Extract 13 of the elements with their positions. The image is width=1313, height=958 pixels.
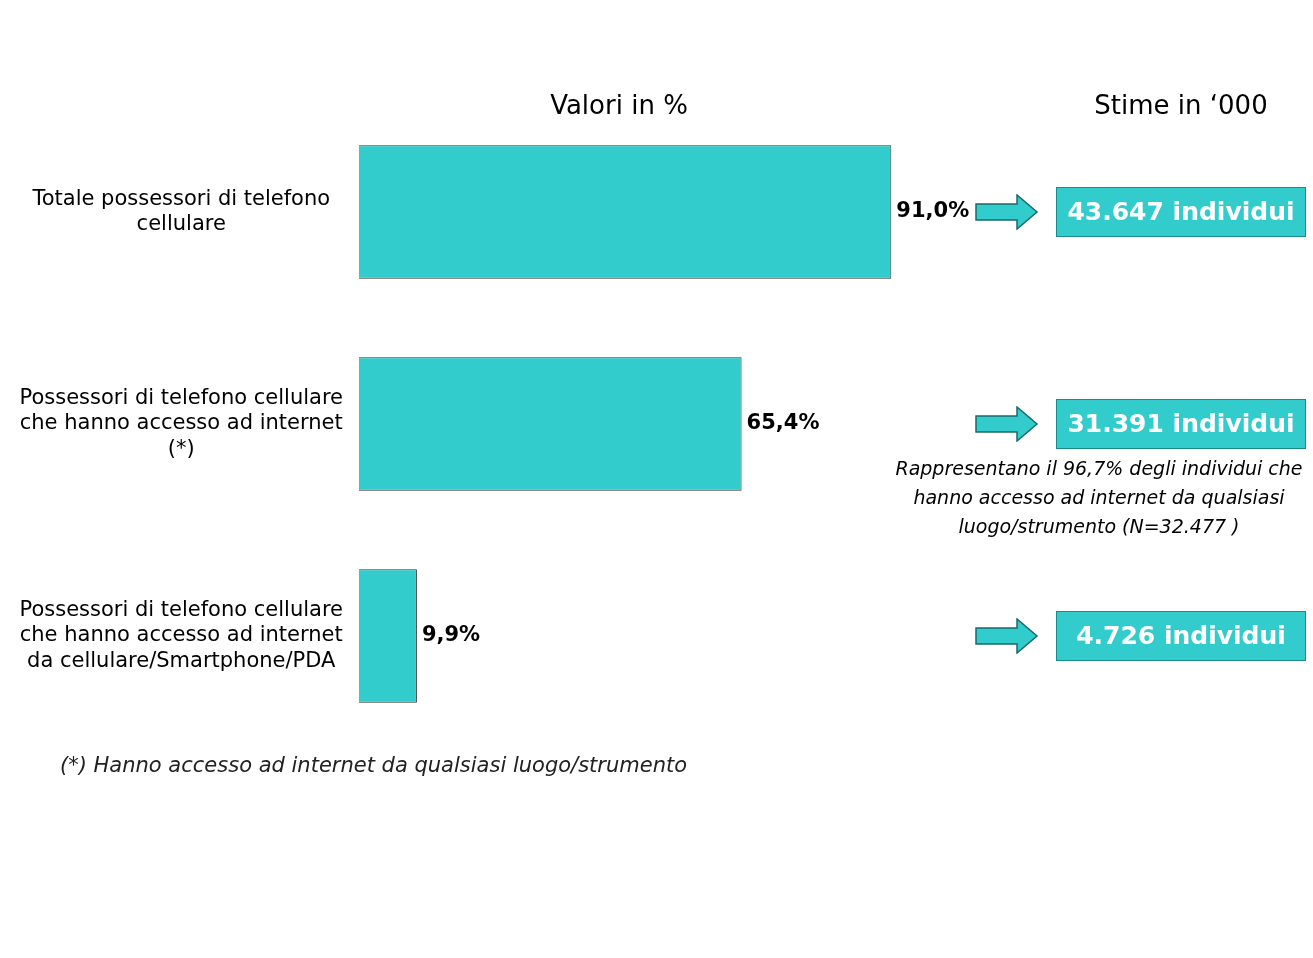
text: 43.647 individui (1056, 187, 1306, 237)
text: (*) Hanno accesso ad internet da qualsiasi luogo/strumento (60, 753, 688, 777)
text: 31.391 individui (1056, 399, 1306, 449)
text: Stime in ‘000 (1093, 90, 1269, 120)
chart-title: Valori in % (549, 90, 689, 120)
data-label: 91,0% (896, 198, 970, 223)
data-label: 65,4% (746, 410, 820, 435)
y-tick-label: Possessori di telefono cellulare che hanno accesso ad internet (*) (19, 385, 344, 460)
text: Rappresentano il 96,7% degli individui che hanno accesso ad internet da qualsiasi luogo/strumento (N=32.477 ) (894, 456, 1304, 539)
y-tick-label: Possessori di telefono cellulare che hanno accesso ad internet da cellulare/Smartphone/PDA (19, 597, 344, 672)
text: 4.726 individui (1056, 611, 1306, 661)
data-label: 9,9% (421, 622, 481, 647)
y-tick-label: Totale possessori di telefono cellulare (31, 185, 331, 236)
